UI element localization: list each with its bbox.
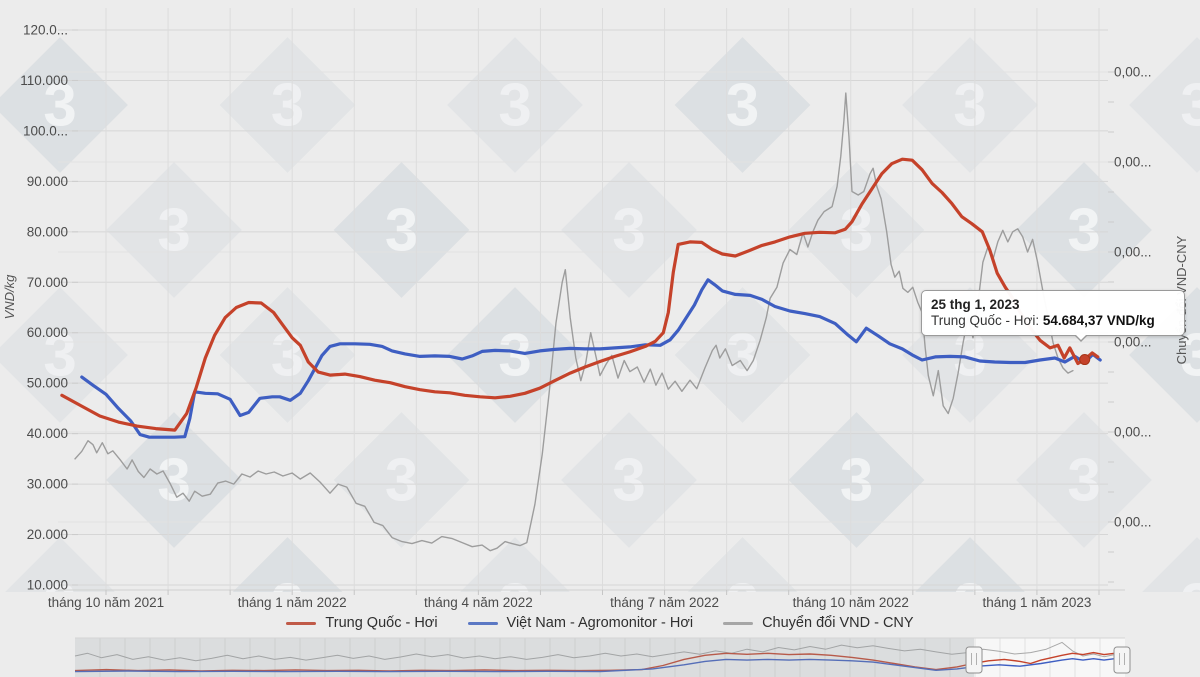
navigator-series-vietnam-mini [74, 658, 1126, 673]
left-axis-title: VND/kg [2, 274, 17, 320]
navigator-mask-left[interactable] [75, 638, 974, 677]
range-navigator[interactable] [0, 637, 1200, 677]
watermark-glyph: 3 [43, 72, 76, 139]
tooltip-point-marker[interactable] [1079, 354, 1091, 366]
watermark-glyph: 3 [498, 572, 531, 636]
watermark-glyph: 3 [1180, 72, 1200, 139]
watermark-glyph: 3 [157, 447, 190, 514]
watermark-glyph: 3 [1067, 447, 1100, 514]
watermark-glyph: 3 [385, 447, 418, 514]
watermark-glyph: 3 [43, 572, 76, 636]
watermark-glyph: 3 [385, 197, 418, 264]
watermark-diamond [674, 37, 811, 173]
y-axis-label-left: 30.000 [27, 477, 68, 492]
y-axis-label-left: 110.000 [20, 73, 68, 88]
watermark-diamond [674, 537, 811, 592]
x-axis-label: tháng 7 năm 2022 [610, 595, 719, 610]
legend: Trung Quốc - Hơi Việt Nam - Agromonitor -… [0, 611, 1200, 635]
x-axis-label: tháng 1 năm 2023 [983, 595, 1092, 610]
x-axis-label: tháng 4 năm 2022 [424, 595, 533, 610]
y-axis-label-left: 40.000 [27, 426, 68, 441]
watermark-glyph: 3 [1067, 197, 1100, 264]
legend-swatch [723, 621, 754, 625]
legend-label: Trung Quốc - Hơi [325, 615, 438, 631]
watermark-glyph: 3 [1180, 572, 1200, 636]
legend-label: Chuyển đổi VND - CNY [762, 615, 914, 631]
watermark-diamond [561, 412, 697, 548]
y-axis-label-left: 50.000 [27, 376, 68, 391]
tooltip: 25 thg 1, 2023 Trung Quốc - Hơi: 54.684,… [921, 290, 1185, 342]
watermark-diamond [788, 412, 925, 548]
tooltip-arrow [1074, 334, 1088, 342]
watermark-glyph: 3 [612, 197, 645, 264]
x-axis-label: tháng 10 năm 2021 [48, 595, 164, 610]
watermark-diamond [561, 162, 697, 298]
y-axis-label-left: 70.000 [27, 275, 68, 290]
legend-label: Việt Nam - Agromonitor - Hơi [506, 615, 694, 631]
grid-layer [58, 8, 1108, 590]
legend-item-trung-quoc[interactable]: Trung Quốc - Hơi [286, 615, 438, 631]
watermark-glyph: 3 [840, 447, 873, 514]
watermark-diamond [902, 537, 1038, 592]
y-axis-label-left: 80.000 [27, 224, 68, 239]
y-axis-label-right: 0,00... [1114, 425, 1152, 440]
watermark-glyph: 3 [271, 572, 304, 636]
watermark-glyph: 3 [726, 572, 759, 636]
watermark-glyph: 3 [726, 72, 759, 139]
tooltip-value: 54.684,37 VND/kg [1042, 313, 1155, 328]
series-line-trung-quoc[interactable] [60, 157, 1100, 432]
navigator-handle-right[interactable] [1113, 646, 1131, 674]
watermark-glyph: 3 [726, 322, 759, 389]
x-axis-label: tháng 10 năm 2022 [793, 595, 909, 610]
legend-item-viet-nam[interactable]: Việt Nam - Agromonitor - Hơi [467, 615, 694, 631]
watermark-glyph: 3 [953, 72, 986, 139]
tooltip-value-line: Trung Quốc - Hơi: 54.684,37 VND/kg [931, 313, 1175, 329]
y-axis-label-right: 0,00... [1114, 65, 1152, 80]
watermark-glyph: 3 [498, 322, 531, 389]
price-chart: 3 3 3 3 3 33 3 3 3 33 3 3 3 3 33 3 3 3 33 3 3 3 3 3120.0...110.… [0, 8, 1200, 636]
tooltip-date: 25 thg 1, 2023 [931, 297, 1020, 312]
watermark-glyph: 3 [612, 447, 645, 514]
x-axis-label: tháng 1 năm 2022 [238, 595, 347, 610]
y-axis-label-left: 90.000 [27, 174, 68, 189]
y-axis-label-left: 120.0... [23, 23, 68, 38]
watermark-diamond [674, 287, 811, 423]
watermark-glyph: 3 [953, 572, 986, 636]
y-axis-label-left: 100.0... [23, 123, 68, 138]
watermark-diamond [219, 537, 356, 592]
y-axis-label-left: 60.000 [27, 325, 68, 340]
series-line-viet-nam[interactable] [80, 278, 1102, 439]
watermark-glyph: 3 [157, 197, 190, 264]
tooltip-series-label: Trung Quốc - Hơi: [931, 313, 1043, 328]
watermark-diamond [902, 37, 1038, 173]
y-axis-label-left: 10.000 [27, 578, 68, 593]
legend-item-vnd-cny[interactable]: Chuyển đổi VND - CNY [723, 615, 914, 631]
navigator-handle-left[interactable] [965, 646, 983, 674]
watermark-glyph: 3 [498, 72, 531, 139]
y-axis-label-right: 0,00... [1114, 515, 1152, 530]
legend-swatch [286, 621, 317, 625]
series-line-vnd-cny[interactable] [74, 92, 1074, 552]
watermark-glyph: 3 [1180, 322, 1200, 389]
y-axis-label-right: 0,00... [1114, 245, 1152, 260]
watermark-diamond [447, 537, 583, 592]
y-axis-label-left: 20.000 [27, 527, 68, 542]
navigator-series-china-mini [74, 651, 1126, 672]
legend-swatch [467, 621, 498, 625]
watermark-glyph: 3 [271, 72, 304, 139]
y-axis-label-right: 0,00... [1114, 335, 1152, 350]
y-axis-label-right: 0,00... [1114, 155, 1152, 170]
watermark-layer: 3 3 3 3 3 33 3 3 3 33 3 3 3 3 33 3 3 3 33 3 3 3 3 3 [0, 37, 1200, 636]
watermark-diamond [0, 537, 128, 592]
